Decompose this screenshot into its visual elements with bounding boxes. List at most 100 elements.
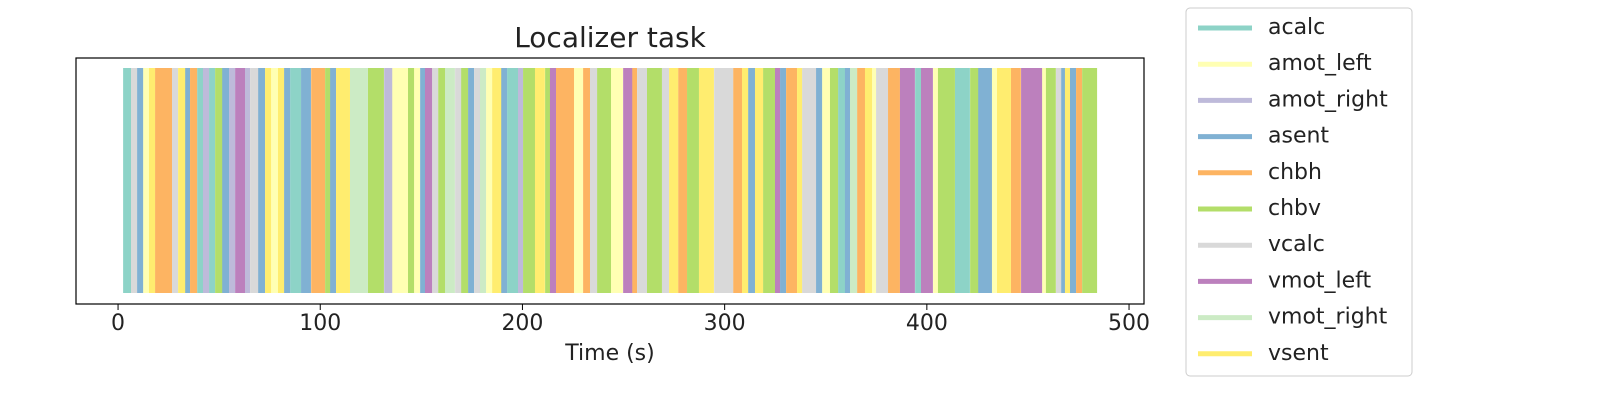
event-bar: [148, 68, 156, 293]
event-bar: [933, 68, 939, 293]
event-bar: [597, 68, 612, 293]
event-bar: [518, 68, 524, 293]
event-bar: [920, 68, 933, 293]
event-bar: [202, 68, 210, 293]
event-bar: [290, 68, 302, 293]
event-bar: [534, 68, 545, 293]
event-bar: [336, 68, 350, 293]
event-bar: [460, 68, 469, 293]
event-bar: [1082, 68, 1098, 293]
event-bar: [492, 68, 502, 293]
legend-label: chbh: [1268, 160, 1322, 185]
event-bar: [445, 68, 455, 293]
x-tick-label: 0: [111, 311, 125, 336]
event-bar: [1021, 68, 1043, 293]
event-bar: [915, 68, 922, 293]
event-bar: [265, 68, 272, 293]
event-bar: [1010, 68, 1021, 293]
event-bar: [687, 68, 699, 293]
event-bar: [284, 68, 291, 293]
event-bar: [1069, 68, 1077, 293]
event-bar: [797, 68, 803, 293]
event-bar: [392, 68, 409, 293]
event-bar: [438, 68, 446, 293]
event-bar: [632, 68, 638, 293]
event-bar: [899, 68, 915, 293]
event-bar: [714, 68, 734, 293]
event-bar: [178, 68, 186, 293]
chart-title: Localizer task: [514, 21, 706, 54]
event-bar: [786, 68, 798, 293]
event-bar: [197, 68, 204, 293]
event-bar: [647, 68, 662, 293]
event-bar: [384, 68, 393, 293]
event-bar: [311, 68, 326, 293]
event-bar: [844, 68, 851, 293]
event-bar: [414, 68, 421, 293]
event-bar: [523, 68, 535, 293]
event-bar: [479, 68, 487, 293]
event-bar: [1076, 68, 1083, 293]
event-bar: [742, 68, 749, 293]
event-bar: [623, 68, 633, 293]
event-bar: [301, 68, 311, 293]
event-bar: [277, 68, 285, 293]
event-bar: [822, 68, 831, 293]
x-tick-label: 400: [906, 311, 948, 336]
x-tick-label: 200: [501, 311, 543, 336]
event-bar: [209, 68, 216, 293]
event-bar: [1064, 68, 1070, 293]
event-bar: [545, 68, 551, 293]
event-bar: [155, 68, 173, 293]
event-bar: [130, 68, 138, 293]
event-bar: [991, 68, 998, 293]
event-bar: [698, 68, 714, 293]
event-bar: [424, 68, 433, 293]
event-bar: [1061, 68, 1066, 293]
event-bar: [172, 68, 179, 293]
event-bar: [754, 68, 764, 293]
event-bar: [977, 68, 992, 293]
event-bar: [432, 68, 439, 293]
event-bar: [733, 68, 743, 293]
event-bar: [589, 68, 598, 293]
event-bar: [829, 68, 839, 293]
legend-label: acalc: [1268, 15, 1325, 40]
event-bar: [857, 68, 866, 293]
event-bar: [937, 68, 955, 293]
event-bar: [872, 68, 877, 293]
x-tick-label: 100: [299, 311, 341, 336]
x-tick-label: 300: [704, 311, 746, 336]
event-bar: [329, 68, 337, 293]
event-bar: [408, 68, 415, 293]
event-bar: [455, 68, 462, 293]
x-axis-label: Time (s): [564, 341, 654, 366]
event-bar: [637, 68, 648, 293]
event-bar: [549, 68, 557, 293]
event-bar: [184, 68, 191, 293]
event-bar: [763, 68, 775, 293]
event-bar: [1042, 68, 1047, 293]
event-bar: [420, 68, 426, 293]
event-bar: [271, 68, 279, 293]
event-bar: [486, 68, 493, 293]
event-bar: [474, 68, 481, 293]
event-bar: [780, 68, 787, 293]
legend-label: asent: [1268, 124, 1329, 149]
event-bar: [816, 68, 823, 293]
event-bar: [245, 68, 251, 293]
event-bar: [850, 68, 858, 293]
event-bar: [774, 68, 781, 293]
event-bar: [556, 68, 575, 293]
event-bar: [997, 68, 1011, 293]
event-bar: [864, 68, 873, 293]
event-bar: [574, 68, 584, 293]
legend-label: chbv: [1268, 196, 1321, 221]
legend-label: vsent: [1268, 341, 1329, 366]
event-bar: [669, 68, 679, 293]
event-bar: [367, 68, 384, 293]
event-bar: [235, 68, 246, 293]
event-bar: [954, 68, 970, 293]
legend-label: vmot_left: [1268, 268, 1372, 293]
